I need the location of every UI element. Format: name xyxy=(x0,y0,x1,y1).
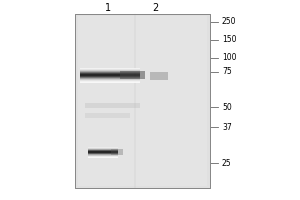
Bar xyxy=(88,149,118,150)
Text: 1: 1 xyxy=(105,3,111,13)
Bar xyxy=(88,150,118,151)
Text: 150: 150 xyxy=(222,36,236,45)
Bar xyxy=(80,68,140,69)
Bar xyxy=(80,80,140,81)
Bar xyxy=(80,76,140,77)
Bar xyxy=(88,155,118,156)
Bar xyxy=(85,103,140,108)
Bar xyxy=(80,73,140,74)
Bar xyxy=(120,71,145,79)
Bar xyxy=(80,82,140,83)
Bar xyxy=(150,72,168,80)
Bar xyxy=(80,72,140,73)
Bar xyxy=(80,71,140,72)
Bar xyxy=(75,14,210,188)
Bar xyxy=(80,74,140,75)
Bar xyxy=(80,75,140,76)
Bar xyxy=(88,151,118,152)
Bar xyxy=(88,153,118,154)
Bar xyxy=(80,70,140,71)
Bar xyxy=(88,152,118,153)
Text: 250: 250 xyxy=(222,18,236,26)
Text: 50: 50 xyxy=(222,102,232,112)
Text: 100: 100 xyxy=(222,53,236,62)
Bar xyxy=(88,155,118,156)
Bar xyxy=(88,154,118,155)
Bar xyxy=(80,69,140,70)
Bar xyxy=(80,81,140,82)
Text: 75: 75 xyxy=(222,68,232,76)
Bar xyxy=(88,148,118,149)
Bar xyxy=(88,147,118,148)
Bar xyxy=(80,77,140,78)
Bar xyxy=(80,79,140,80)
Bar xyxy=(80,78,140,79)
Bar xyxy=(78,16,207,186)
Text: 2: 2 xyxy=(152,3,158,13)
Text: 25: 25 xyxy=(222,158,232,167)
Bar xyxy=(88,156,118,157)
Bar xyxy=(111,149,123,155)
Bar xyxy=(88,148,118,149)
Bar xyxy=(88,157,118,158)
Bar xyxy=(75,14,210,188)
Text: 37: 37 xyxy=(222,122,232,132)
Bar xyxy=(85,113,130,118)
